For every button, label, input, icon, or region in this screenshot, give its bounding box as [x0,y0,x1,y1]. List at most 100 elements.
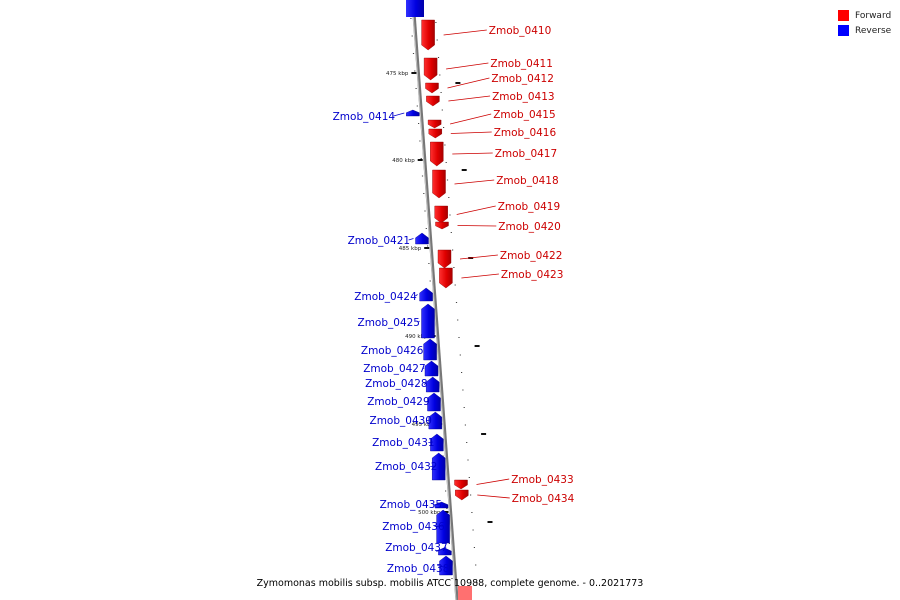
gene-zmob-0414[interactable] [406,109,420,117]
gene-label[interactable]: Zmob_0429 [367,396,429,408]
gene-leader-line [457,225,497,227]
gene-label[interactable]: Zmob_0435 [380,499,442,511]
forward-gene-arrow[interactable] [432,169,446,199]
forward-gene-arrow[interactable] [425,82,439,94]
major-tick [481,433,487,435]
reverse-gene-arrow[interactable] [421,303,435,339]
gene-zmob-0420[interactable] [435,221,449,230]
scale-dot [415,88,417,89]
gene-label[interactable]: Zmob_0437 [385,542,447,554]
partial-reverse-gene[interactable] [406,0,424,17]
gene-zmob-0426[interactable] [423,338,437,361]
forward-gene-arrow[interactable] [427,119,442,129]
gene-leader-line [454,179,495,185]
forward-gene-arrow[interactable] [437,249,452,269]
gene-label[interactable]: Zmob_0419 [498,201,560,213]
scale-dot [448,197,450,198]
reverse-gene-arrow[interactable] [406,109,420,117]
reverse-gene-arrow[interactable] [419,287,433,302]
gene-zmob-0422[interactable] [437,249,452,269]
reverse-gene-arrow[interactable] [415,232,429,245]
tick-label: 495 kbp [412,422,435,428]
forward-gene-arrow[interactable] [421,19,435,51]
gene-label[interactable]: Zmob_0414 [333,111,396,123]
legend-label-reverse: Reverse [855,25,892,36]
gene-label[interactable]: Zmob_0431 [372,437,434,449]
gene-label[interactable]: Zmob_0412 [491,73,553,85]
forward-gene-arrow[interactable] [435,221,449,230]
gene-label[interactable]: Zmob_0428 [365,378,427,390]
gene-label[interactable]: Zmob_0424 [354,291,417,303]
gene-zmob-0431[interactable] [430,433,444,452]
gene-zmob-0418[interactable] [432,169,446,199]
gene-leader-line [459,254,498,260]
gene-label[interactable]: Zmob_0426 [361,345,424,357]
forward-gene-arrow[interactable] [454,479,468,490]
gene-label[interactable]: Zmob_0423 [501,269,563,281]
gene-label[interactable]: Zmob_0416 [494,127,557,139]
gene-label[interactable]: Zmob_0418 [496,175,558,187]
reverse-gene-arrow[interactable] [427,392,441,412]
forward-gene-arrow[interactable] [430,141,444,167]
forward-gene-arrow[interactable] [426,95,440,107]
reverse-gene-arrow[interactable] [432,452,446,481]
gene-zmob-0434[interactable] [455,489,469,501]
scale-dot [466,442,468,443]
reverse-gene-arrow[interactable] [430,433,444,452]
gene-zmob-0412[interactable] [425,82,439,94]
gene-zmob-0419[interactable] [434,205,448,224]
gene-zmob-0438[interactable] [439,555,453,576]
reverse-gene-arrow[interactable] [423,338,437,361]
forward-gene-arrow[interactable] [455,489,469,501]
gene-label[interactable]: Zmob_0430 [370,415,432,427]
forward-gene-arrow[interactable] [439,267,453,289]
gene-zmob-0429[interactable] [427,392,441,412]
gene-leader-line [443,29,487,36]
gene-label[interactable]: Zmob_0438 [387,563,449,575]
gene-zmob-0425[interactable] [421,303,435,339]
gene-label[interactable]: Zmob_0417 [495,148,557,160]
gene-label[interactable]: Zmob_0432 [375,461,437,473]
gene-zmob-0432[interactable] [432,452,446,481]
gene-label[interactable]: Zmob_0425 [358,317,420,329]
scale-dot [428,263,430,264]
reverse-gene-arrow[interactable] [438,547,452,556]
gene-label[interactable]: Zmob_0434 [512,493,575,505]
gene-zmob-0430[interactable] [428,411,442,430]
gene-label[interactable]: Zmob_0420 [498,221,560,233]
gene-label[interactable]: Zmob_0433 [511,474,573,486]
gene-label[interactable]: Zmob_0413 [492,91,554,103]
gene-label[interactable]: Zmob_0411 [490,58,552,70]
reverse-gene-arrow[interactable] [424,360,439,377]
reverse-gene-arrow[interactable] [436,509,450,544]
gene-label[interactable]: Zmob_0427 [363,363,425,375]
gene-label[interactable]: Zmob_0415 [493,109,555,121]
forward-gene-arrow[interactable] [434,205,448,224]
reverse-gene-arrow[interactable] [426,376,440,393]
gene-label[interactable]: Zmob_0410 [489,25,551,37]
partial-forward-gene[interactable] [458,586,472,600]
scale-dot [472,529,474,531]
forward-gene-arrow[interactable] [428,128,442,139]
gene-zmob-0415[interactable] [427,119,442,129]
gene-zmob-0421[interactable] [415,232,429,245]
gene-label[interactable]: Zmob_0436 [382,521,445,533]
gene-label[interactable]: Zmob_0422 [500,250,562,262]
gene-zmob-0433[interactable] [454,479,468,490]
gene-zmob-0416[interactable] [428,128,442,139]
gene-zmob-0427[interactable] [424,360,439,377]
gene-zmob-0423[interactable] [439,267,453,289]
gene-zmob-0413[interactable] [426,95,440,107]
gene-zmob-0437[interactable] [438,547,452,556]
gene-zmob-0424[interactable] [419,287,433,302]
gene-zmob-0417[interactable] [430,141,444,167]
gene-leader-line [446,62,489,70]
gene-zmob-0436[interactable] [436,509,450,544]
gene-zmob-0428[interactable] [426,376,440,393]
gene-zmob-0410[interactable] [421,19,435,51]
forward-gene-arrow[interactable] [423,57,438,81]
reverse-gene-arrow[interactable] [428,411,442,430]
gene-label[interactable]: Zmob_0421 [348,235,410,247]
reverse-gene-arrow[interactable] [439,555,453,576]
gene-zmob-0411[interactable] [423,57,438,81]
